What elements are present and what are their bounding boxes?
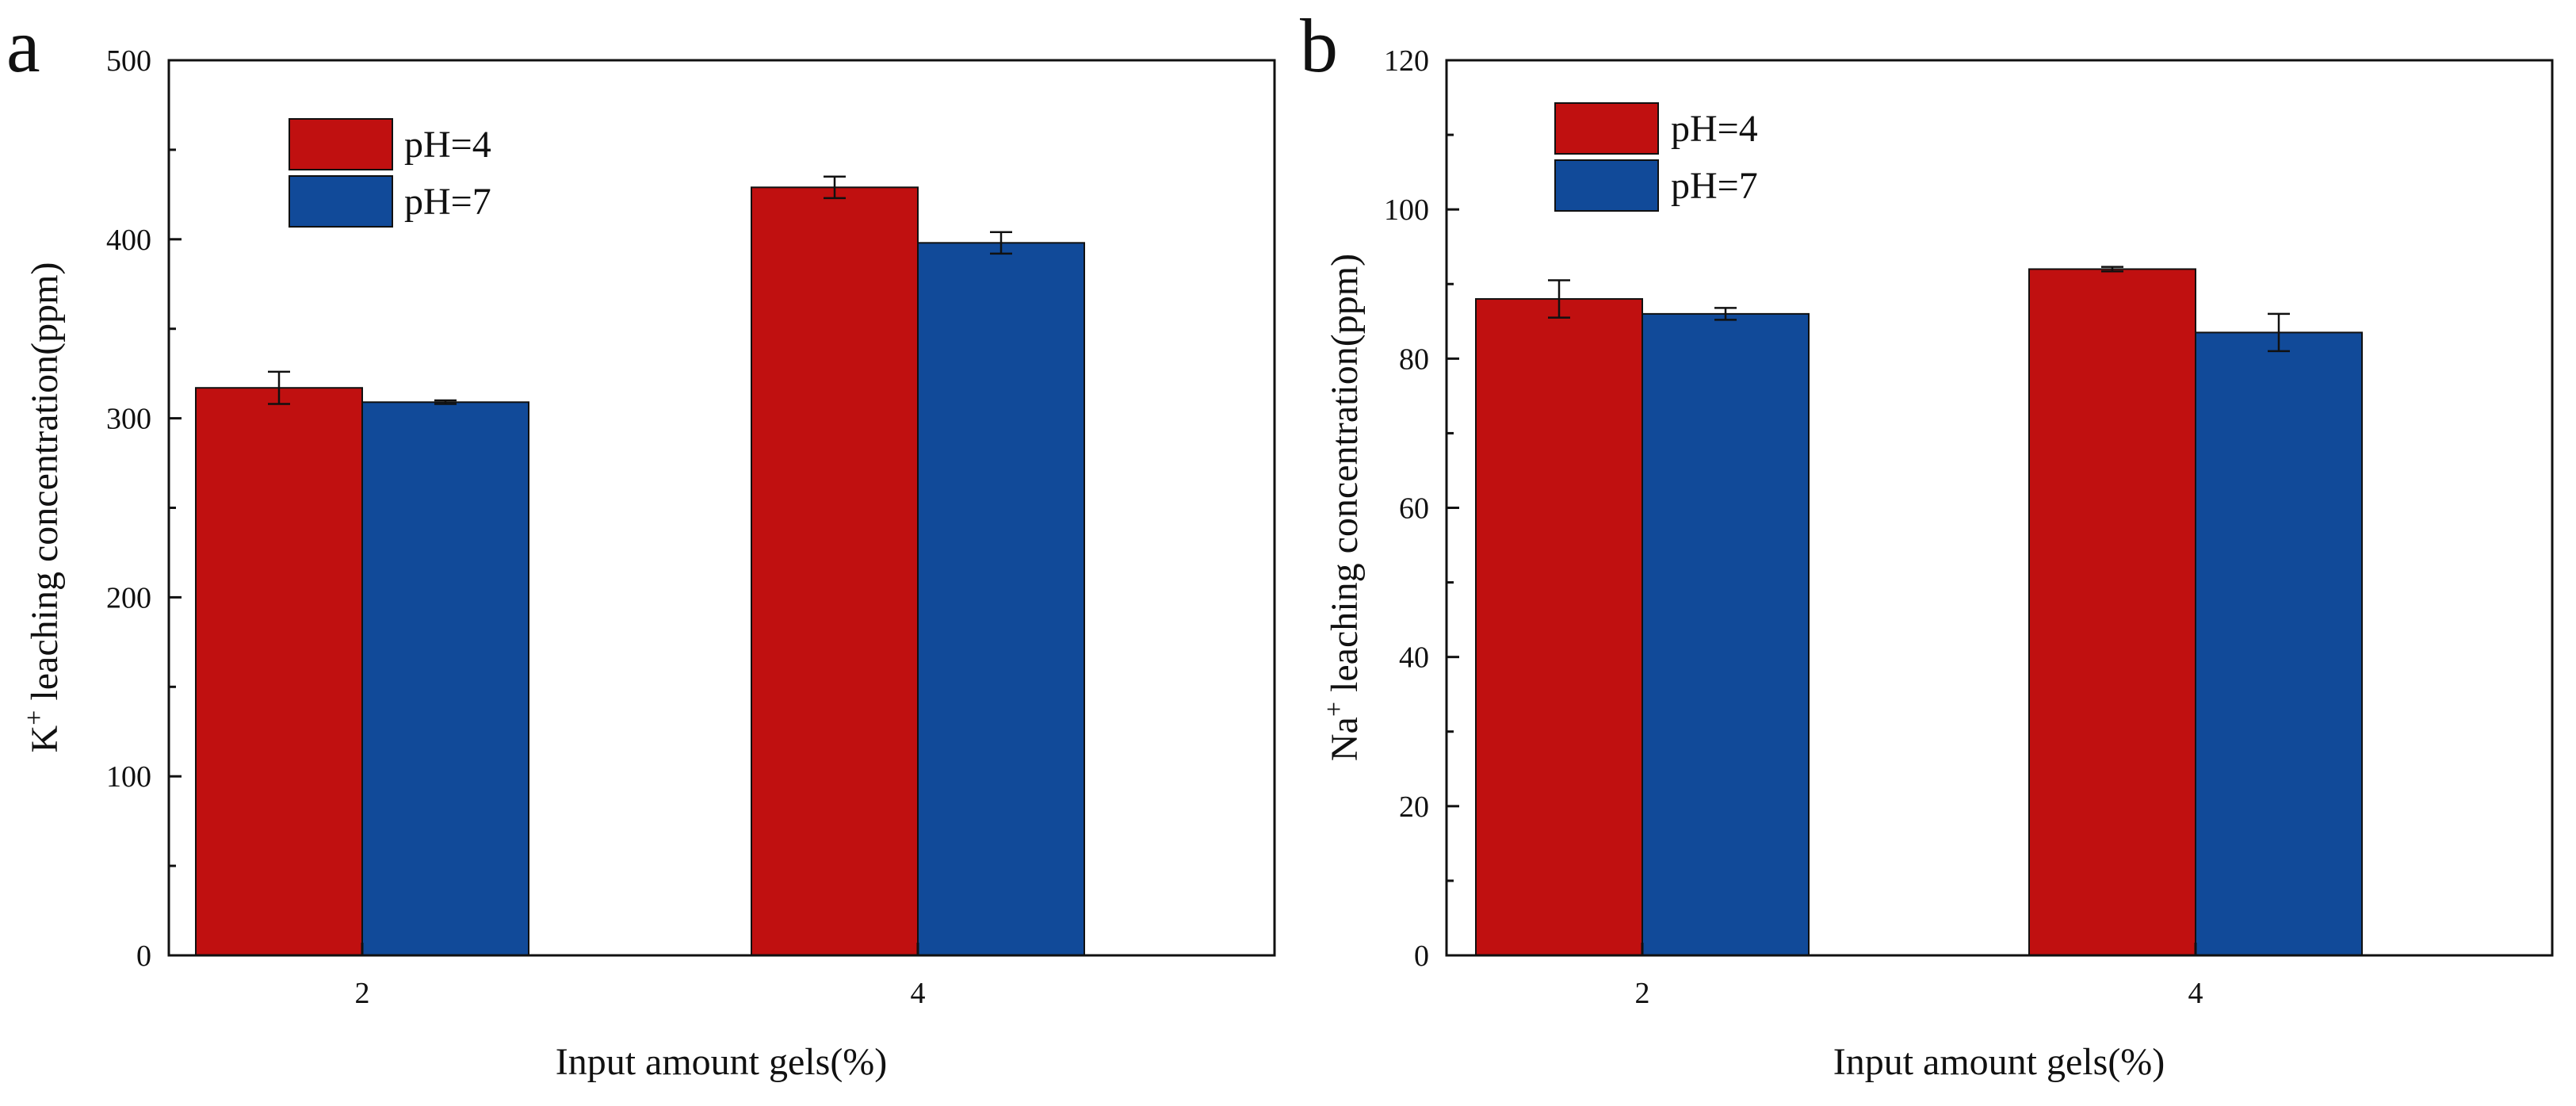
legend-label-a-1: pH=7 [404,181,491,223]
y-tick-label-b: 40 [1399,641,1429,675]
panel-letter-a: a [6,3,40,88]
y-tick-label-a: 200 [106,581,151,614]
bar-b-pH7-4 [2195,331,2363,956]
y-tick-label-a: 0 [136,940,151,973]
y-tick-label-a: 100 [106,760,151,794]
x-tick-label-b: 2 [1635,977,1650,1010]
legend-swatch-b-0 [1554,102,1659,155]
x-axis-title-a: Input amount gels(%) [556,1041,888,1083]
legend-label-b-1: pH=7 [1671,165,1758,207]
y-tick-label-a: 500 [106,44,151,78]
y-tick-label-a: 300 [106,403,151,436]
legend-label-a-0: pH=4 [404,124,491,166]
error-bar-a-pH4-2 [268,370,290,405]
x-tick-label-b: 4 [2188,977,2203,1010]
error-bar-b-pH7-2 [1714,307,1737,321]
chart-panel-a: a 0 100 200 300 400 500 2 4 Input amount gels(%) K… [6,3,1276,1083]
error-bar-b-pH7-4 [2268,312,2290,353]
error-bar-b-pH4-2 [1548,279,1570,319]
y-tick-label-b: 80 [1399,343,1429,376]
bar-a-pH7-4 [917,242,1085,957]
y-tick-label-b: 60 [1399,492,1429,526]
y-axis-title-b: Na+ leaching concentration(ppm) [1320,254,1366,761]
bar-b-pH4-2 [1475,298,1643,957]
legend-label-b-0: pH=4 [1671,108,1758,150]
panel-letter-b: b [1300,3,1338,88]
error-bar-b-pH4-4 [2101,266,2123,273]
legend-swatch-a-1 [289,175,393,228]
bar-a-pH7-2 [361,401,529,956]
bar-a-pH4-2 [195,387,363,956]
bar-a-pH4-4 [751,186,919,956]
x-axis-title-b: Input amount gels(%) [1833,1041,2165,1083]
legend-swatch-b-1 [1554,159,1659,212]
error-bar-a-pH7-2 [434,399,457,405]
y-axis-title-a: K+ leaching concentration(ppm) [20,262,67,753]
x-tick-label-a: 2 [355,977,370,1010]
y-tick-label-b: 0 [1414,940,1429,973]
y-tick-label-b: 100 [1384,193,1429,227]
y-tick-label-b: 120 [1384,44,1429,78]
error-bar-a-pH7-4 [990,231,1012,255]
y-tick-label-b: 20 [1399,790,1429,824]
y-tick-label-a: 400 [106,224,151,257]
error-bar-a-pH4-4 [824,175,846,200]
chart-panel-b: b 0 20 40 60 80 100 120 2 4 Input amount gels(%) Na… [1300,3,2554,1083]
bar-b-pH4-4 [2028,268,2196,956]
x-tick-label-a: 4 [911,977,926,1010]
bar-b-pH7-2 [1642,312,1810,956]
legend-swatch-a-0 [289,118,393,170]
